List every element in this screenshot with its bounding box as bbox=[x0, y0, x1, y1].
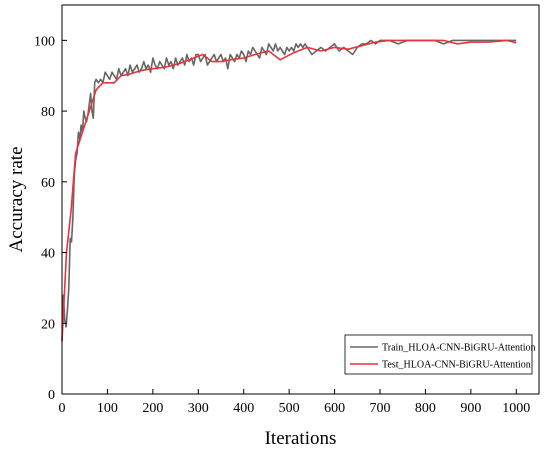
test-accuracy-line bbox=[61, 39, 517, 342]
y-tick-label: 60 bbox=[41, 176, 55, 191]
x-tick-label: 100 bbox=[97, 401, 118, 416]
x-tick-label: 500 bbox=[279, 401, 300, 416]
x-tick-label: 700 bbox=[370, 401, 391, 416]
x-tick-label: 800 bbox=[415, 401, 436, 416]
legend-box bbox=[344, 334, 533, 375]
x-tick-label: 600 bbox=[324, 401, 345, 416]
x-tick-label: 0 bbox=[59, 401, 66, 416]
y-axis-ticks: 0 20 40 60 80 100 bbox=[34, 34, 67, 403]
y-tick-label: 20 bbox=[41, 317, 55, 332]
x-axis-title: Iterations bbox=[265, 428, 337, 449]
y-axis-title: Accuracy rate bbox=[6, 146, 27, 252]
train-accuracy-line bbox=[61, 39, 517, 342]
y-tick-label: 80 bbox=[41, 105, 55, 120]
x-tick-label: 300 bbox=[188, 401, 209, 416]
plot-lines bbox=[61, 39, 517, 342]
plot-frame bbox=[61, 4, 540, 395]
legend-label-train: Train_HLOA-CNN-BiGRU-Attention bbox=[382, 343, 536, 354]
y-tick-label: 100 bbox=[34, 34, 55, 49]
x-tick-label: 900 bbox=[460, 401, 481, 416]
y-tick-label: 0 bbox=[48, 388, 55, 403]
legend-label-test: Test_HLOA-CNN-BiGRU-Attention bbox=[382, 360, 531, 371]
x-axis-ticks: 0 100 200 300 400 500 600 700 800 900 1000 bbox=[59, 389, 530, 416]
y-tick-label: 40 bbox=[41, 247, 55, 262]
legend: Train_HLOA-CNN-BiGRU-Attention Test_HLOA… bbox=[344, 334, 536, 375]
x-tick-label: 1000 bbox=[502, 401, 530, 416]
x-tick-label: 400 bbox=[233, 401, 254, 416]
x-tick-label: 200 bbox=[142, 401, 163, 416]
